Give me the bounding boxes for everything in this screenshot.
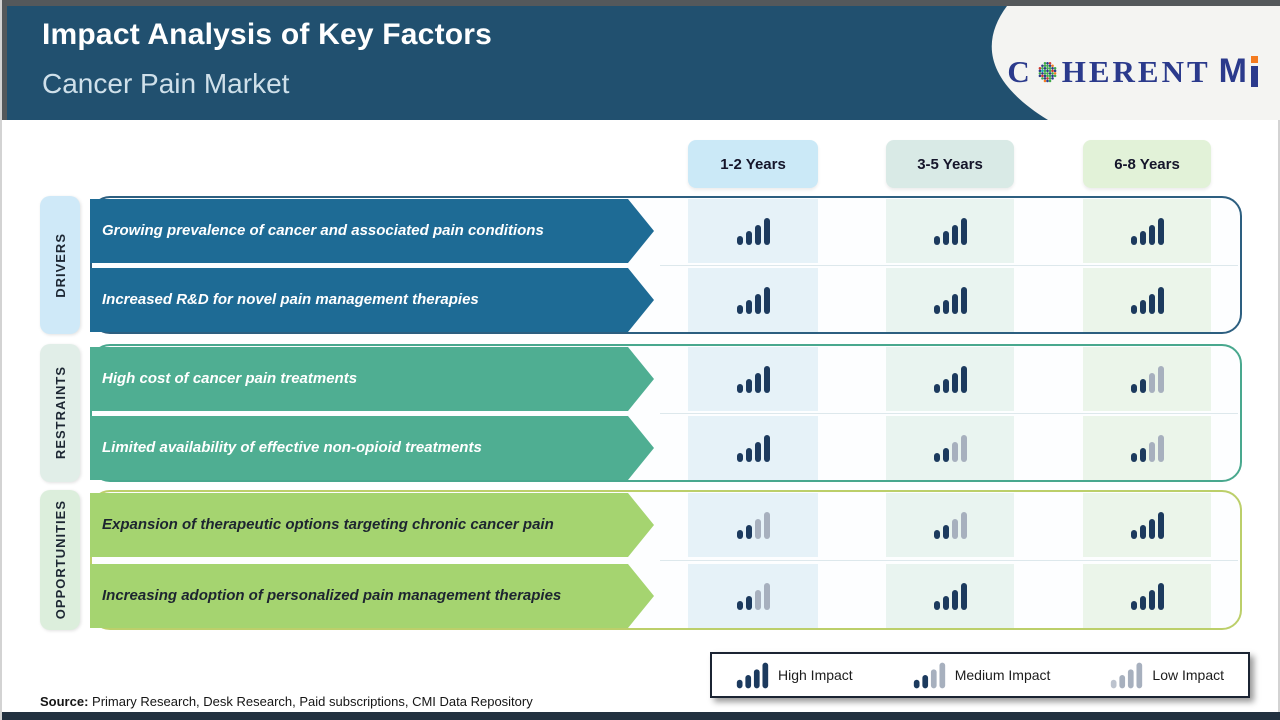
impact-bars-icon	[1130, 582, 1164, 610]
row-divider	[660, 413, 1238, 414]
medium-impact-bars-icon	[913, 662, 945, 688]
impact-bars-icon	[736, 286, 770, 314]
factor-text: Increasing adoption of personalized pain…	[102, 587, 562, 604]
impact-cell	[688, 347, 818, 411]
side-tab-drivers: DRIVERS	[40, 196, 80, 334]
legend-label-medium: Medium Impact	[954, 667, 1051, 683]
impact-cell	[886, 347, 1014, 411]
impact-cell	[1083, 493, 1211, 557]
table-row: High cost of cancer pain treatments	[2, 347, 1280, 411]
impact-bars-icon	[1130, 286, 1164, 314]
impact-bars-icon	[736, 434, 770, 462]
factor-arrow: Growing prevalence of cancer and associa…	[90, 199, 654, 263]
source-note: Source: Primary Research, Desk Research,…	[40, 694, 533, 709]
impact-cell	[1083, 347, 1211, 411]
impact-cell	[688, 493, 818, 557]
factor-arrow: Limited availability of effective non-op…	[90, 416, 654, 480]
impact-bars-icon	[933, 434, 967, 462]
low-impact-bars-icon	[1111, 662, 1143, 688]
impact-bars-icon	[736, 217, 770, 245]
impact-cell	[688, 199, 818, 263]
impact-cell	[886, 416, 1014, 480]
brand-letter-m: M	[1218, 51, 1248, 90]
factor-text: Increased R&D for novel pain management …	[102, 291, 479, 308]
impact-cell	[688, 416, 818, 480]
top-border-strip	[2, 0, 1280, 6]
table-row: Growing prevalence of cancer and associa…	[2, 199, 1280, 263]
legend-item-low: Low Impact	[1110, 662, 1224, 689]
bottom-border-strip	[2, 712, 1280, 720]
factor-text: Limited availability of effective non-op…	[102, 439, 482, 456]
brand-mi: M	[1218, 51, 1258, 90]
impact-cell	[1083, 199, 1211, 263]
header-banner: Impact Analysis of Key Factors Cancer Pa…	[2, 6, 1280, 120]
row-divider	[660, 265, 1238, 266]
brand-word-herent: HERENT	[1061, 53, 1211, 89]
impact-bars-icon	[736, 365, 770, 393]
brand-letter-i-icon	[1251, 55, 1258, 87]
impact-cell	[1083, 564, 1211, 628]
factor-arrow: Expansion of therapeutic options targeti…	[90, 493, 654, 557]
legend-label-low: Low Impact	[1152, 667, 1224, 683]
side-tab-opportunities: OPPORTUNITIES	[40, 490, 80, 630]
table-row: Expansion of therapeutic options targeti…	[2, 493, 1280, 557]
globe-icon	[1038, 61, 1057, 82]
brand-i-orange-dot	[1251, 55, 1258, 63]
impact-cell	[1083, 268, 1211, 332]
column-header-6-8-years: 6-8 Years	[1083, 140, 1211, 188]
impact-cell	[886, 493, 1014, 557]
factor-text: Growing prevalence of cancer and associa…	[102, 222, 544, 239]
factor-arrow: Increased R&D for novel pain management …	[90, 268, 654, 332]
left-border-strip	[2, 6, 7, 120]
factor-arrow: Increasing adoption of personalized pain…	[90, 564, 654, 628]
legend-label-high: High Impact	[778, 667, 853, 683]
impact-bars-icon	[1130, 217, 1164, 245]
page-subtitle: Cancer Pain Market	[42, 68, 290, 99]
factor-text: High cost of cancer pain treatments	[102, 370, 358, 387]
page-title: Impact Analysis of Key Factors	[42, 18, 493, 51]
impact-bars-icon	[736, 582, 770, 610]
impact-bars-icon	[933, 582, 967, 610]
source-prefix: Source:	[40, 694, 89, 709]
impact-cell	[688, 564, 818, 628]
impact-bars-icon	[933, 286, 967, 314]
header-swoosh-shape	[991, 6, 1280, 120]
impact-bars-icon	[1130, 434, 1164, 462]
impact-bars-icon	[736, 511, 770, 539]
legend-item-medium: Medium Impact	[913, 662, 1051, 689]
column-header-1-2-years: 1-2 Years	[688, 140, 818, 188]
impact-cell	[886, 268, 1014, 332]
impact-cell	[886, 564, 1014, 628]
impact-bars-icon	[933, 365, 967, 393]
table-row: Increasing adoption of personalized pain…	[2, 564, 1280, 628]
table-row: Limited availability of effective non-op…	[2, 416, 1280, 480]
high-impact-bars-icon	[736, 662, 769, 688]
impact-cell	[688, 268, 818, 332]
impact-legend: High Impact Medium Impact Low Impact	[710, 652, 1250, 698]
factor-arrow: High cost of cancer pain treatments	[90, 347, 654, 411]
source-text: Primary Research, Desk Research, Paid su…	[88, 694, 533, 709]
impact-bars-icon	[1130, 365, 1164, 393]
impact-bars-icon	[1130, 511, 1164, 539]
impact-cell	[886, 199, 1014, 263]
brand-i-stem	[1251, 65, 1258, 87]
impact-cell	[1083, 416, 1211, 480]
table-row: Increased R&D for novel pain management …	[2, 268, 1280, 332]
impact-bars-icon	[933, 511, 967, 539]
factor-text: Expansion of therapeutic options targeti…	[102, 516, 554, 533]
coherentmi-logo: C HERENT M	[1007, 50, 1258, 92]
brand-letter-c: C	[1007, 53, 1033, 89]
side-tab-restraints: RESTRAINTS	[40, 344, 80, 482]
impact-bars-icon	[933, 217, 967, 245]
column-header-3-5-years: 3-5 Years	[886, 140, 1014, 188]
legend-item-high: High Impact	[736, 662, 853, 689]
row-divider	[660, 560, 1238, 561]
